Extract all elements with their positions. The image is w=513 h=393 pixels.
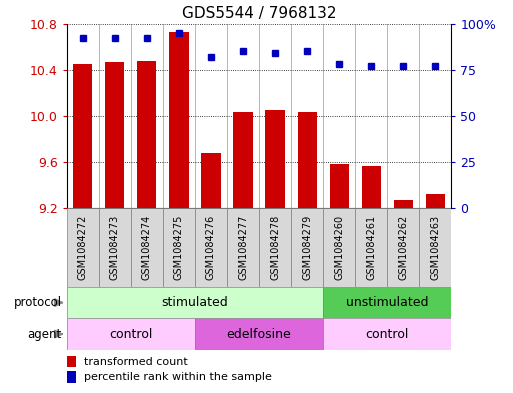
Text: GSM1084276: GSM1084276: [206, 215, 216, 280]
Bar: [201, 153, 221, 208]
Text: transformed count: transformed count: [84, 356, 187, 367]
Bar: [195, 318, 323, 350]
Bar: [73, 64, 92, 208]
Bar: [98, 208, 131, 287]
Bar: [131, 208, 163, 287]
Text: GSM1084277: GSM1084277: [238, 215, 248, 280]
Bar: [67, 287, 323, 318]
Text: GSM1084275: GSM1084275: [174, 215, 184, 280]
Text: percentile rank within the sample: percentile rank within the sample: [84, 372, 271, 382]
Text: GSM1084279: GSM1084279: [302, 215, 312, 280]
Bar: [426, 195, 445, 208]
Text: GSM1084260: GSM1084260: [334, 215, 344, 280]
Title: GDS5544 / 7968132: GDS5544 / 7968132: [182, 6, 337, 21]
Bar: [195, 208, 227, 287]
Text: GSM1084261: GSM1084261: [366, 215, 376, 280]
Bar: [67, 371, 76, 383]
Bar: [137, 61, 156, 208]
Text: GSM1084273: GSM1084273: [110, 215, 120, 280]
Bar: [323, 287, 451, 318]
Bar: [67, 208, 98, 287]
Bar: [355, 208, 387, 287]
Bar: [298, 112, 317, 208]
Text: GSM1084262: GSM1084262: [399, 215, 408, 280]
Bar: [67, 318, 195, 350]
Text: GSM1084278: GSM1084278: [270, 215, 280, 280]
Bar: [362, 165, 381, 208]
Bar: [67, 356, 76, 367]
Text: GSM1084272: GSM1084272: [78, 215, 88, 280]
Bar: [329, 164, 349, 208]
Bar: [227, 208, 259, 287]
Bar: [387, 208, 420, 287]
Bar: [265, 110, 285, 208]
Bar: [393, 200, 413, 208]
Bar: [163, 208, 195, 287]
Text: edelfosine: edelfosine: [227, 327, 291, 341]
Text: protocol: protocol: [13, 296, 62, 309]
Bar: [323, 208, 355, 287]
Bar: [259, 208, 291, 287]
Bar: [291, 208, 323, 287]
Text: GSM1084263: GSM1084263: [430, 215, 440, 280]
Bar: [420, 208, 451, 287]
Bar: [105, 62, 124, 208]
Text: agent: agent: [27, 327, 62, 341]
Text: control: control: [366, 327, 409, 341]
Text: stimulated: stimulated: [162, 296, 228, 309]
Bar: [169, 32, 189, 208]
Text: unstimulated: unstimulated: [346, 296, 428, 309]
Text: control: control: [109, 327, 152, 341]
Text: GSM1084274: GSM1084274: [142, 215, 152, 280]
Bar: [233, 112, 252, 208]
Bar: [323, 318, 451, 350]
